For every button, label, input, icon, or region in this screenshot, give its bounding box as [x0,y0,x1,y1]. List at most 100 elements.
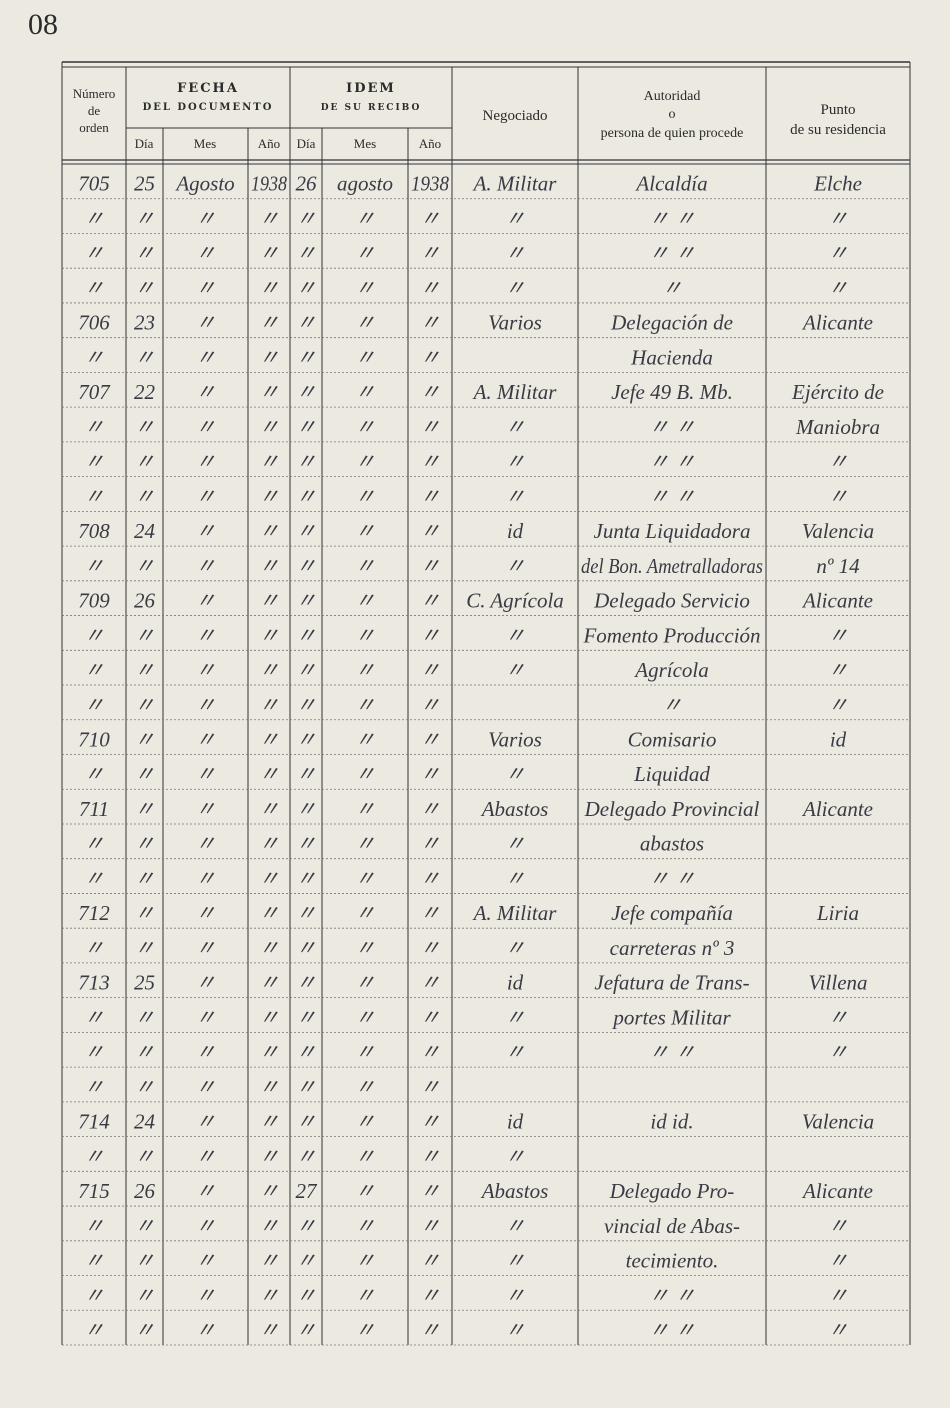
cell: 〃 [195,554,216,578]
cell: 〃 [259,1214,280,1238]
cell: id [507,971,524,995]
cell: 〃 [259,1075,280,1099]
cell: Delegado Servicio [593,589,750,613]
cell: 〃 [84,276,105,300]
cell: 〃 〃 [648,415,695,439]
cell: 25 [134,172,155,196]
cell: 〃 [134,1075,155,1099]
cell: 〃 [355,623,376,647]
cell: 〃 [195,484,216,508]
cell: 〃 [505,762,526,786]
cell: 〃 [420,866,441,890]
cell: 〃 [195,797,216,821]
cell: 〃 [259,554,280,578]
cell: 〃 [134,1249,155,1273]
cell: 〃 [195,623,216,647]
header-autoridad: o [669,107,676,122]
header-year: Año [258,136,280,151]
cell: 〃 [420,1005,441,1029]
cell: 712 [78,901,110,925]
page-number: 08 [28,8,58,41]
header-autoridad: Autoridad [644,89,701,104]
cell: 〃 [420,450,441,474]
cell: 〃 [355,1110,376,1134]
cell: 〃 [195,936,216,960]
cell: 〃 [134,554,155,578]
cell: 〃 [84,1214,105,1238]
cell: 〃 [355,1179,376,1203]
cell: 〃 [134,901,155,925]
cell: 〃 [505,450,526,474]
cell: 〃 [828,206,849,230]
cell: 〃 [195,206,216,230]
cell: Fomento Producción [582,623,760,647]
cell: 〃 [84,1283,105,1307]
cell: 〃 [296,762,317,786]
cell: 〃 [355,866,376,890]
cell: abastos [640,832,704,856]
cell: 〃 [259,276,280,300]
cell: 〃 〃 [648,1283,695,1307]
cell: 〃 [296,1110,317,1134]
cell: 〃 〃 [648,1040,695,1064]
cell: 〃 〃 [648,206,695,230]
cell: 〃 [355,589,376,613]
cell: 〃 [828,241,849,265]
cell: 〃 [505,554,526,578]
cell: id [830,728,847,752]
header-number: orden [79,120,109,135]
cell: 〃 [84,623,105,647]
header-idem: IDEM [346,81,396,96]
cell: 〃 [420,311,441,335]
cell: 〃 [259,206,280,230]
cell: 〃 [420,1318,441,1342]
cell: 〃 [134,345,155,369]
cell: 〃 〃 [648,866,695,890]
cell: 〃 [355,554,376,578]
cell: 〃 [84,484,105,508]
cell: 〃 [84,762,105,786]
cell: carreteras nº 3 [610,936,735,960]
header-year: Año [419,136,441,151]
cell: Elche [813,172,862,196]
cell: 〃 [420,484,441,508]
cell: 〃 [259,797,280,821]
cell: 〃 [134,797,155,821]
cell: 〃 [828,1283,849,1307]
cell: 〃 [505,936,526,960]
header-month: Mes [354,136,376,151]
cell: 〃 [296,1040,317,1064]
cell: 709 [78,589,110,613]
cell: id [507,1110,524,1134]
cell: 〃 [195,1075,216,1099]
cell: 〃 [420,1144,441,1168]
cell: 〃 [84,554,105,578]
cell: 〃 [195,762,216,786]
cell: 〃 [296,1144,317,1168]
cell: 〃 [505,1144,526,1168]
cell: 24 [134,519,156,543]
cell: 〃 [84,450,105,474]
cell: 〃 [505,1005,526,1029]
cell: 〃 [505,658,526,682]
cell: 〃 [296,345,317,369]
cell: 〃 [296,623,317,647]
cell: 〃 [662,276,683,300]
cell: 〃 [296,206,317,230]
cell: 〃 [259,1283,280,1307]
cell: 〃 [195,1318,216,1342]
cell: 〃 [420,832,441,856]
cell: tecimiento. [626,1249,719,1273]
cell: 〃 [195,380,216,404]
cell: 〃 [296,1283,317,1307]
cell: Liquidad [633,762,710,786]
cell: Valencia [802,1110,874,1134]
header-fecha: FECHA [177,81,239,96]
cell: 〃 [296,693,317,717]
cell: 〃 [296,1214,317,1238]
cell: Alicante [801,589,873,613]
cell: 〃 [84,832,105,856]
cell: Junta Liquidadora [594,519,751,543]
cell: 〃 [355,311,376,335]
